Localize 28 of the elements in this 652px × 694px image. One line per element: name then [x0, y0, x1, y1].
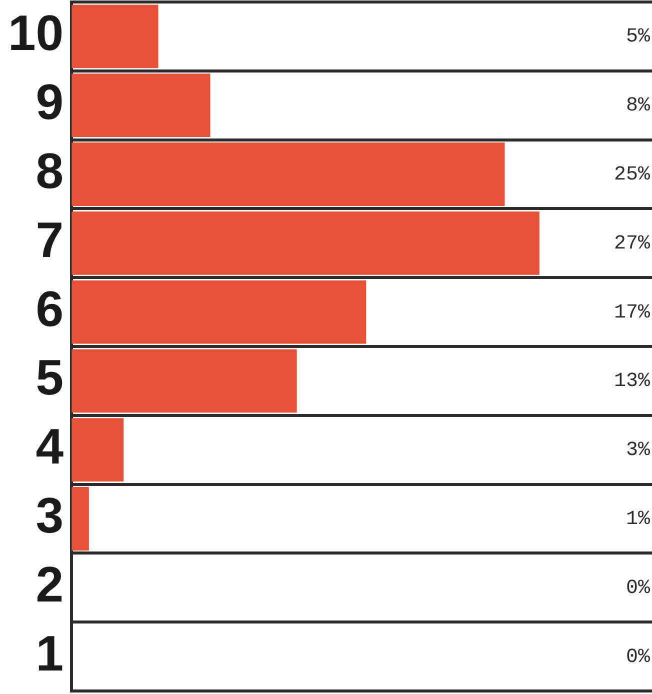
- data-label: 3%: [626, 439, 651, 462]
- bar: [72, 418, 124, 482]
- data-label: 0%: [626, 646, 651, 669]
- bar: [72, 4, 158, 68]
- y-tick-label: 9: [36, 74, 64, 130]
- data-label: 17%: [614, 301, 651, 324]
- data-label: 13%: [614, 370, 651, 394]
- data-label: 25%: [614, 164, 651, 187]
- bar: [72, 487, 89, 550]
- data-label: 8%: [626, 94, 651, 118]
- y-tick-label: 7: [36, 212, 64, 268]
- y-tick-label: 1: [36, 625, 64, 682]
- y-tick-label: 2: [36, 556, 64, 612]
- bar: [72, 349, 297, 413]
- bar: [72, 74, 210, 138]
- bar: [72, 211, 540, 275]
- y-tick-label: 3: [36, 488, 64, 544]
- y-tick-label: 10: [8, 5, 64, 62]
- bar: [72, 280, 366, 344]
- y-tick-label: 4: [36, 418, 64, 475]
- bar: [72, 142, 505, 206]
- data-label: 5%: [626, 26, 651, 49]
- y-tick-label: 5: [36, 350, 64, 406]
- data-label: 27%: [614, 232, 651, 256]
- data-label: 1%: [626, 508, 651, 532]
- y-tick-label: 6: [36, 280, 64, 337]
- data-label: 0%: [626, 576, 651, 600]
- y-tick-label: 8: [36, 143, 64, 200]
